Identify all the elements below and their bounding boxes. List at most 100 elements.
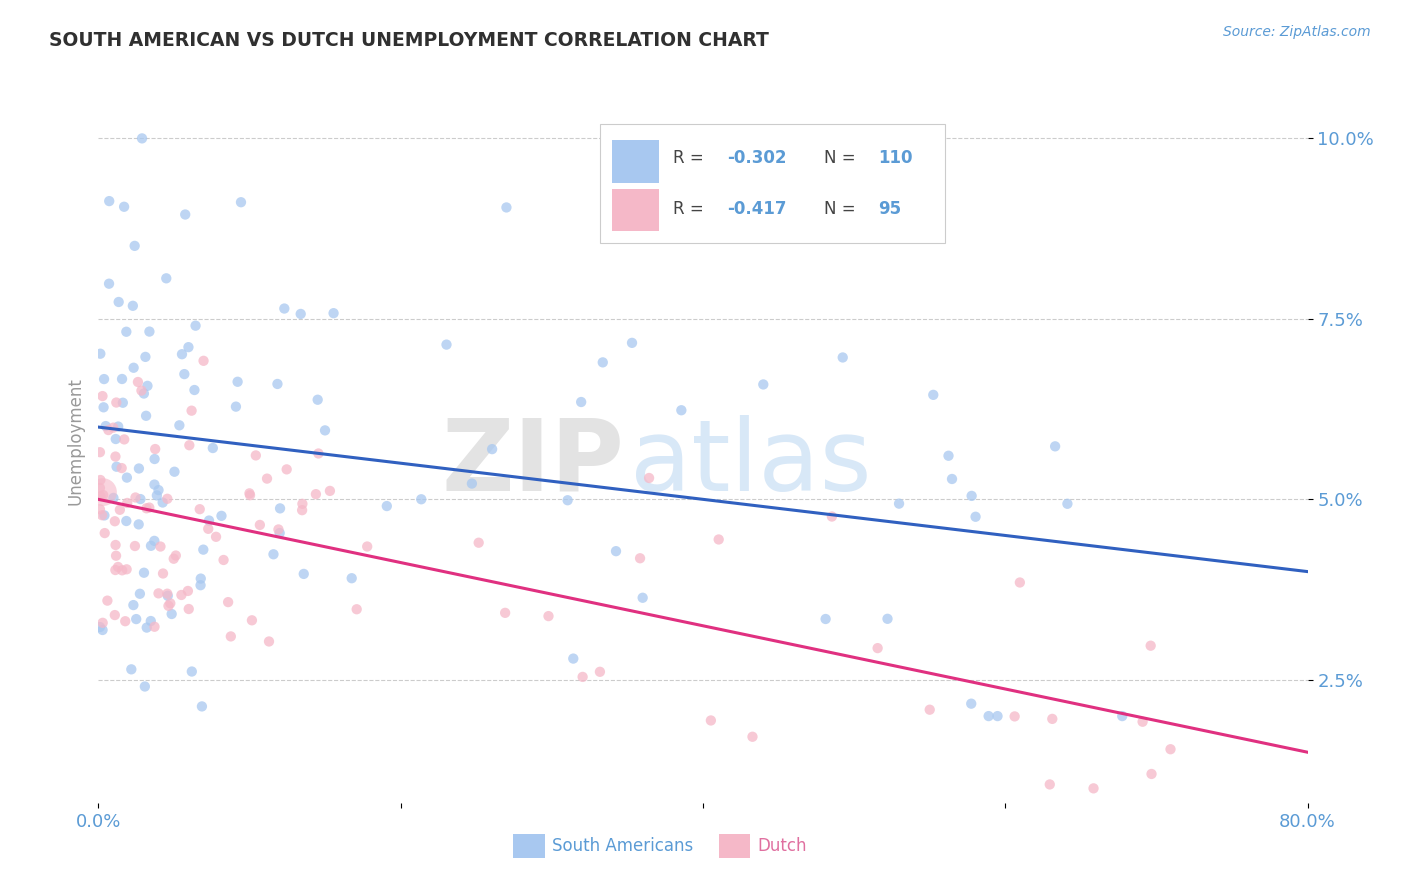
Point (129, 492, 152, 507)
Point (135, 409, 157, 423)
Point (269, 526, 291, 541)
Point (134, 350, 156, 364)
Point (103, 491, 125, 505)
Text: Dutch: Dutch (758, 838, 807, 855)
Point (112, 433, 135, 447)
Point (562, 651, 585, 665)
FancyBboxPatch shape (600, 124, 945, 243)
Text: South Americans: South Americans (551, 838, 693, 855)
Text: 95: 95 (879, 200, 901, 218)
Point (177, 602, 200, 616)
Point (198, 514, 221, 528)
Point (191, 699, 214, 714)
Point (169, 418, 191, 433)
Point (131, 384, 153, 398)
Point (965, 509, 987, 524)
Point (111, 395, 134, 409)
Point (571, 670, 593, 684)
Point (179, 438, 201, 452)
Point (132, 386, 155, 401)
Point (814, 612, 837, 626)
Point (638, 471, 661, 485)
Point (143, 442, 166, 456)
Point (115, 325, 138, 339)
Point (143, 452, 166, 467)
Point (143, 533, 166, 548)
Point (1132, 714, 1154, 729)
Point (1139, 639, 1161, 653)
Point (94, 419, 117, 434)
Point (319, 483, 342, 498)
Point (152, 495, 174, 509)
Point (159, 596, 181, 610)
Point (887, 497, 910, 511)
Point (98, 194, 121, 208)
Point (180, 403, 202, 417)
Point (262, 547, 284, 561)
Point (135, 621, 157, 635)
Point (631, 591, 654, 605)
Text: atlas: atlas (630, 415, 872, 512)
Point (155, 271, 177, 285)
Point (115, 562, 138, 576)
Point (93, 508, 115, 523)
Point (111, 372, 134, 386)
Point (104, 514, 127, 528)
Point (160, 607, 183, 621)
Point (93, 526, 115, 541)
Point (105, 395, 128, 409)
Text: R =: R = (672, 149, 709, 168)
Point (1140, 767, 1163, 781)
Point (340, 571, 363, 585)
Point (977, 709, 1000, 723)
Point (229, 195, 252, 210)
Point (143, 620, 166, 634)
FancyBboxPatch shape (613, 140, 659, 183)
Point (605, 544, 627, 558)
Point (938, 449, 960, 463)
Text: SOUTH AMERICAN VS DUTCH UNEMPLOYMENT CORRELATION CHART: SOUTH AMERICAN VS DUTCH UNEMPLOYMENT COR… (49, 31, 769, 50)
Point (201, 441, 224, 455)
Point (148, 586, 170, 600)
Point (132, 566, 155, 580)
Point (163, 551, 186, 566)
Point (291, 503, 314, 517)
Point (124, 539, 146, 553)
Point (305, 487, 328, 501)
Point (149, 540, 172, 554)
Point (212, 553, 235, 567)
Point (184, 318, 207, 333)
Point (128, 517, 150, 532)
Point (291, 497, 314, 511)
Point (112, 200, 135, 214)
Text: -0.417: -0.417 (727, 200, 787, 218)
Point (537, 609, 560, 624)
Point (128, 587, 150, 601)
Point (136, 379, 159, 393)
Point (122, 598, 145, 612)
Point (245, 449, 267, 463)
Point (346, 602, 368, 616)
Point (589, 665, 612, 679)
Point (111, 563, 134, 577)
Text: N =: N = (824, 200, 860, 218)
Point (671, 403, 693, 417)
Point (177, 584, 200, 599)
Point (91, 488, 114, 502)
Point (89, 473, 111, 487)
Point (156, 587, 179, 601)
Point (481, 442, 503, 457)
Point (104, 538, 127, 552)
Point (115, 470, 138, 484)
Point (467, 535, 489, 549)
Point (183, 383, 205, 397)
Point (104, 563, 127, 577)
Point (557, 493, 579, 508)
Text: R =: R = (672, 200, 709, 218)
Point (193, 542, 215, 557)
Point (249, 517, 271, 532)
Point (163, 465, 186, 479)
Point (117, 496, 139, 510)
Point (156, 491, 179, 506)
Point (115, 514, 138, 528)
